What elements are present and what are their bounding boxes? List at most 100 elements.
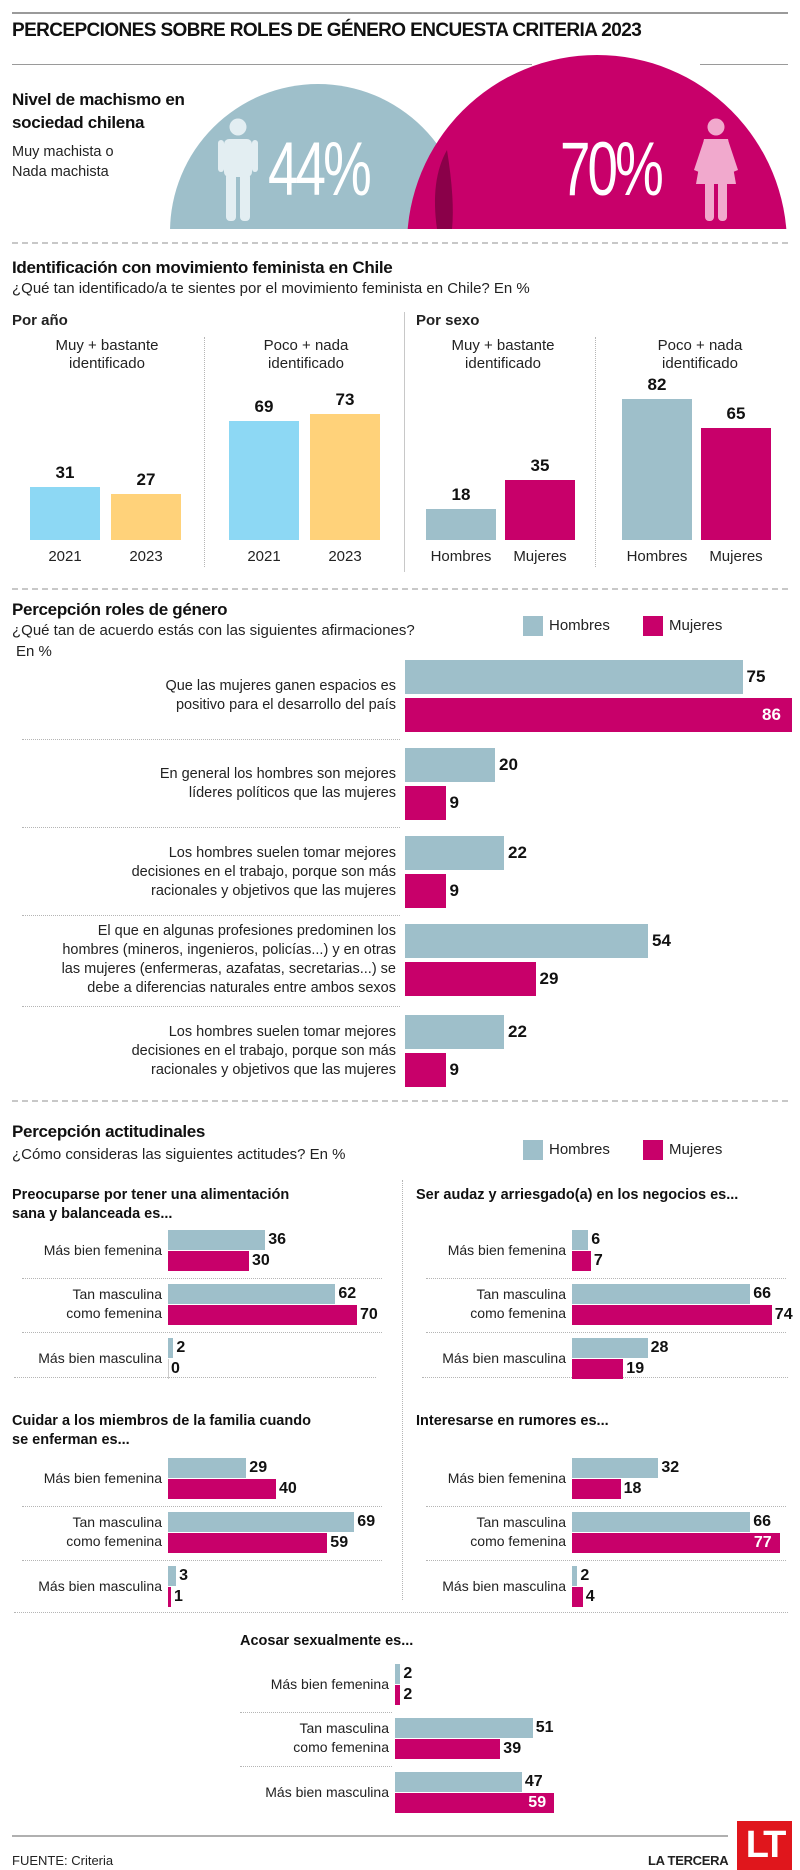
value-hombres: 28 bbox=[650, 1339, 669, 1356]
statement-label-line: racionales y objetivos que las mujeres bbox=[150, 1061, 396, 1078]
category-label-line: Más bien masculina bbox=[442, 1349, 566, 1366]
category-label-line: como femenina bbox=[470, 1533, 566, 1549]
feminism-title: Identificación con movimiento feminista … bbox=[12, 258, 393, 277]
value-mujeres: 70 bbox=[360, 1306, 378, 1323]
value-hombres: 51 bbox=[535, 1719, 554, 1736]
bar-hombres bbox=[572, 1512, 751, 1532]
statement-label-line: Que las mujeres ganen espacios es bbox=[165, 678, 396, 694]
category-label: Más bien masculina bbox=[416, 1577, 566, 1596]
bar-value-label: 69 bbox=[254, 397, 274, 417]
women-circle bbox=[407, 55, 787, 229]
panel-title: Interesarse en rumores es... bbox=[416, 1412, 609, 1431]
category-label-line: Más bien femenina bbox=[447, 1241, 566, 1258]
category-label: Más bien femenina bbox=[12, 1241, 162, 1260]
value-mujeres: 77 bbox=[753, 1534, 772, 1551]
group-header: Muy + bastante identificado bbox=[27, 337, 187, 373]
bar-hombres bbox=[405, 748, 495, 782]
category-label-line: Tan masculina bbox=[476, 1514, 567, 1530]
category-label-line: Más bien femenina bbox=[270, 1675, 389, 1692]
page-title: PERCEPCIONES SOBRE ROLES DE GÉNERO ENCUE… bbox=[12, 20, 642, 41]
bar-hombres bbox=[572, 1566, 578, 1586]
panel-title: Ser audaz y arriesgado(a) en los negocio… bbox=[416, 1186, 738, 1205]
la-tercera-logo: LT bbox=[737, 1821, 792, 1870]
statement-label-line: racionales y objetivos que las mujeres bbox=[150, 882, 396, 899]
row-divider bbox=[426, 1506, 786, 1507]
legend-hombres-swatch bbox=[523, 1140, 543, 1160]
bar-mujeres bbox=[572, 1359, 624, 1379]
bar-mujeres bbox=[395, 1685, 401, 1705]
bar-mujeres bbox=[572, 1251, 591, 1271]
category-label: Más bien femenina bbox=[12, 1469, 162, 1488]
attitudes-title: Percepción actitudinales bbox=[12, 1122, 206, 1141]
value-hombres: 66 bbox=[753, 1285, 771, 1302]
category-label-line: Más bien masculina bbox=[38, 1577, 162, 1594]
category-label-line: Más bien femenina bbox=[43, 1469, 162, 1486]
category-label-line: Más bien femenina bbox=[43, 1241, 162, 1258]
row-divider bbox=[426, 1332, 786, 1333]
bar-value-label: 27 bbox=[136, 469, 156, 489]
category-label: Más bien femenina bbox=[416, 1469, 566, 1488]
panel-title-line: Ser audaz y arriesgado(a) en los negocio… bbox=[416, 1187, 739, 1203]
attitudes-row-divider bbox=[14, 1612, 788, 1613]
statement-label-line: Los hombres suelen tomar mejores bbox=[168, 844, 396, 861]
category-label-line: Tan masculina bbox=[476, 1286, 567, 1302]
bar-hombres bbox=[395, 1664, 401, 1684]
attitudes-subtitle: ¿Cómo consideras las siguientes actitude… bbox=[12, 1146, 346, 1163]
row-divider bbox=[22, 1560, 382, 1561]
row-divider bbox=[22, 1278, 382, 1279]
value-mujeres: 29 bbox=[539, 969, 559, 988]
bar-mujeres bbox=[405, 1053, 446, 1087]
value-hombres: 66 bbox=[753, 1513, 771, 1530]
category-label-line: Más bien masculina bbox=[38, 1349, 162, 1366]
bar-mujeres bbox=[395, 1793, 555, 1813]
feminism-subtitle: ¿Qué tan identificado/a te sientes por e… bbox=[12, 280, 530, 297]
row-divider bbox=[22, 827, 400, 828]
bar-mujeres bbox=[395, 1739, 501, 1759]
bar-hombres bbox=[168, 1284, 336, 1304]
bar-mujeres bbox=[572, 1533, 780, 1553]
category-label-line: como femenina bbox=[293, 1739, 389, 1755]
row-divider bbox=[22, 1506, 382, 1507]
bar-mujeres bbox=[168, 1251, 249, 1271]
bar-mujeres bbox=[405, 962, 536, 996]
row-divider bbox=[22, 739, 400, 740]
category-label: Más bien femenina bbox=[239, 1675, 389, 1694]
bar-category-label: 2023 bbox=[328, 548, 362, 565]
bar-value-label: 35 bbox=[530, 455, 550, 475]
panel-title-line: sana y balanceada es... bbox=[12, 1206, 173, 1222]
legend-mujeres-swatch bbox=[643, 1140, 663, 1160]
value-hombres: 32 bbox=[661, 1459, 680, 1476]
bar-hombres bbox=[168, 1512, 355, 1532]
bar-mujeres bbox=[168, 1533, 328, 1553]
category-label: Tan masculina como femenina bbox=[416, 1285, 566, 1323]
bar-hombres bbox=[168, 1566, 177, 1586]
group-header: Poco + nada identificado bbox=[226, 337, 386, 373]
bar-value-label: 18 bbox=[451, 485, 471, 505]
bar-mujeres bbox=[572, 1479, 621, 1499]
bar-hombres bbox=[622, 398, 692, 540]
bar-hombres bbox=[572, 1284, 751, 1304]
legend-hombres-swatch bbox=[523, 616, 543, 636]
bar-mujeres bbox=[405, 698, 792, 732]
bar-hombres bbox=[405, 836, 504, 870]
value-mujeres: 74 bbox=[774, 1306, 793, 1323]
value-mujeres: 30 bbox=[252, 1252, 270, 1269]
legend-hombres-label: Hombres bbox=[549, 1141, 610, 1158]
machismo-sub-line1: Muy machista o bbox=[12, 144, 114, 160]
bar-mujeres bbox=[505, 479, 575, 540]
category-label: Tan masculina como femenina bbox=[239, 1719, 389, 1757]
por-sexo-label: Por sexo bbox=[416, 312, 480, 329]
bar-hombres bbox=[572, 1338, 648, 1358]
value-mujeres: 7 bbox=[593, 1252, 603, 1269]
value-mujeres: 0 bbox=[171, 1360, 180, 1377]
bar-hombres bbox=[572, 1230, 589, 1250]
value-hombres: 2 bbox=[176, 1339, 186, 1356]
row-divider bbox=[22, 915, 400, 916]
roles-title: Percepción roles de género bbox=[12, 600, 228, 619]
brand-name: LA TERCERA bbox=[648, 1853, 729, 1868]
value-hombres: 36 bbox=[268, 1231, 286, 1248]
category-label-line: Tan masculina bbox=[299, 1720, 390, 1736]
panel-title: Preocuparse por tener una alimentación sa… bbox=[12, 1186, 289, 1224]
category-label-line: como femenina bbox=[66, 1305, 162, 1321]
bar-value-label: 65 bbox=[726, 404, 746, 424]
